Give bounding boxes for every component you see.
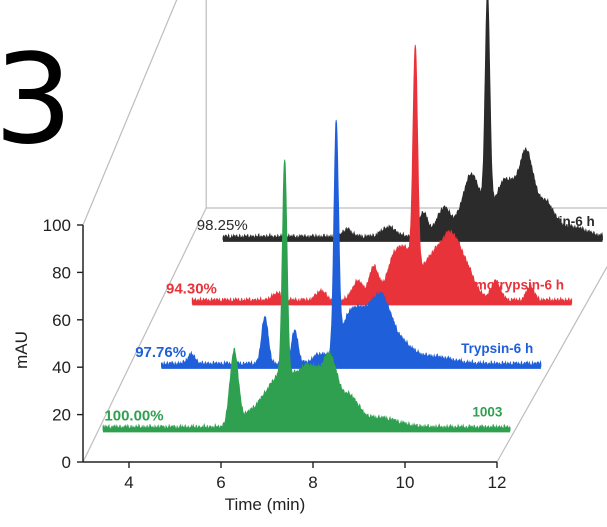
y-tick-label: 60 <box>52 311 71 330</box>
y-tick-label: 100 <box>43 216 71 235</box>
percent-label: 100.00% <box>104 407 163 424</box>
trace-area <box>161 119 542 368</box>
x-tick-label: 6 <box>216 473 225 492</box>
series-name-label: 1003 <box>472 404 503 419</box>
guide-top-left-edge <box>82 0 178 226</box>
panel-label: 3 <box>0 28 73 172</box>
guide-floor-left-edge <box>82 207 207 463</box>
y-tick-label: 40 <box>52 358 71 377</box>
series-chymotrypsin-6-h: 94.30% Chymotrypsin-6 h <box>166 44 573 306</box>
percent-label: 94.30% <box>166 280 217 297</box>
trace-area <box>191 44 573 304</box>
x-tick-label: 4 <box>124 473 133 492</box>
series-1003: 100.00% 1003 <box>102 159 511 433</box>
y-tick-label: 80 <box>52 263 71 282</box>
series-pepsin-6-h: 98.25% Pepsin-6 h <box>197 0 603 242</box>
x-tick-label: 10 <box>396 473 415 492</box>
guide-floor-right-edge <box>496 265 607 463</box>
trace-area <box>102 159 511 431</box>
y-tick-label: 20 <box>52 406 71 425</box>
perspective-guides <box>82 0 607 463</box>
series-name-label: Chymotrypsin-6 h <box>449 277 564 292</box>
percent-label: 97.76% <box>135 344 186 361</box>
chromatogram-traces: 98.25% Pepsin-6 h94.30% Chymotrypsin-6 h97… <box>102 0 603 433</box>
x-axis-label: Time (min) <box>225 495 306 514</box>
series-name-label: Trypsin-6 h <box>461 341 533 356</box>
percent-label: 98.25% <box>197 217 248 234</box>
x-tick-label: 8 <box>308 473 317 492</box>
x-tick-label: 12 <box>488 473 507 492</box>
series-trypsin-6-h: 97.76% Trypsin-6 h <box>135 119 542 369</box>
y-tick-label: 0 <box>62 453 71 472</box>
series-name-label: Pepsin-6 h <box>527 214 595 229</box>
chart-axes: 0 20 40 60 80 100 4 6 8 10 12 <box>43 216 507 492</box>
y-axis-label: mAU <box>12 331 31 369</box>
